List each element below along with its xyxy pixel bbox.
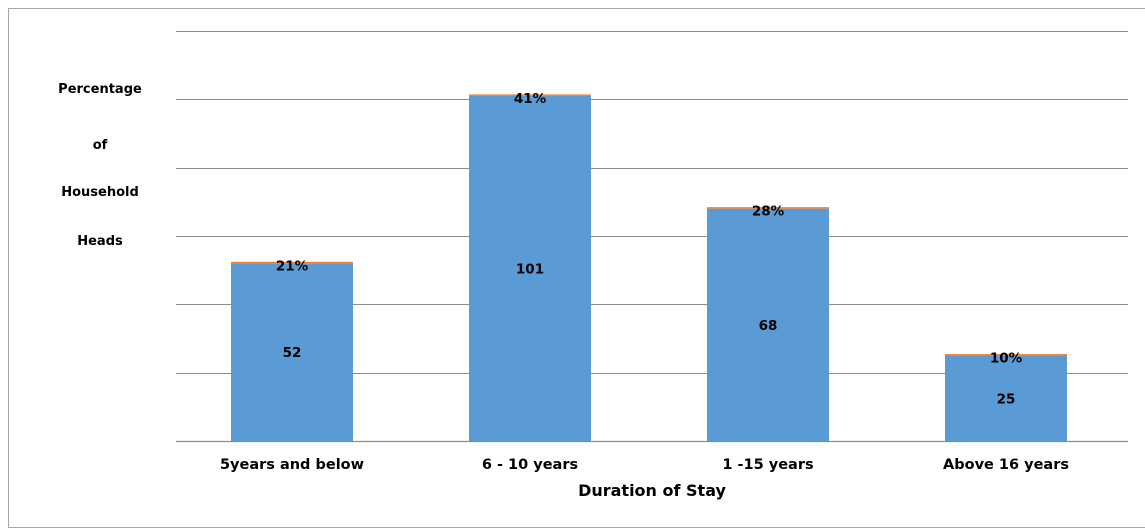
bar-top-segment [945,354,1067,356]
bar-percent-label: 28% [752,204,785,220]
y-axis-label-line: Heads [77,234,123,249]
bar-value-label: 101 [516,261,544,277]
bar-percent-label: 10% [990,351,1023,367]
bar [231,263,353,441]
bar-top-segment [231,261,353,264]
y-axis-label-line: Household [61,185,139,200]
x-tick-label: 6 - 10 years [482,457,578,473]
bar [469,95,591,442]
bar [707,208,829,441]
x-tick-label: 1 -15 years [722,457,813,473]
y-axis-label-line: of [93,138,108,153]
bar-top-segment [469,94,591,96]
y-axis-label-line: Percentage [58,82,142,97]
bar-value-label: 68 [759,318,778,334]
x-tick-labels: 5years and below 6 - 10 years 1 -15 years A… [220,457,1069,473]
x-tick-label: Above 16 years [943,457,1069,473]
bar-percent-label: 41% [514,91,547,107]
data-labels: 52 21% 101 41% 68 28% 25 10% [276,91,1023,407]
x-tick-label: 5years and below [220,457,364,473]
bar-value-label: 25 [997,391,1016,407]
bar-percent-label: 21% [276,258,309,274]
bars [231,94,1067,442]
bar-top-segment [707,207,829,209]
y-axis-label: Percentage of Household Heads [58,82,142,249]
bar-value-label: 52 [283,345,302,361]
bar-chart: Percentage of Household Heads 52 21% 101 41… [58,31,1128,500]
x-axis-title: Duration of Stay [578,481,726,500]
bar [945,355,1067,441]
